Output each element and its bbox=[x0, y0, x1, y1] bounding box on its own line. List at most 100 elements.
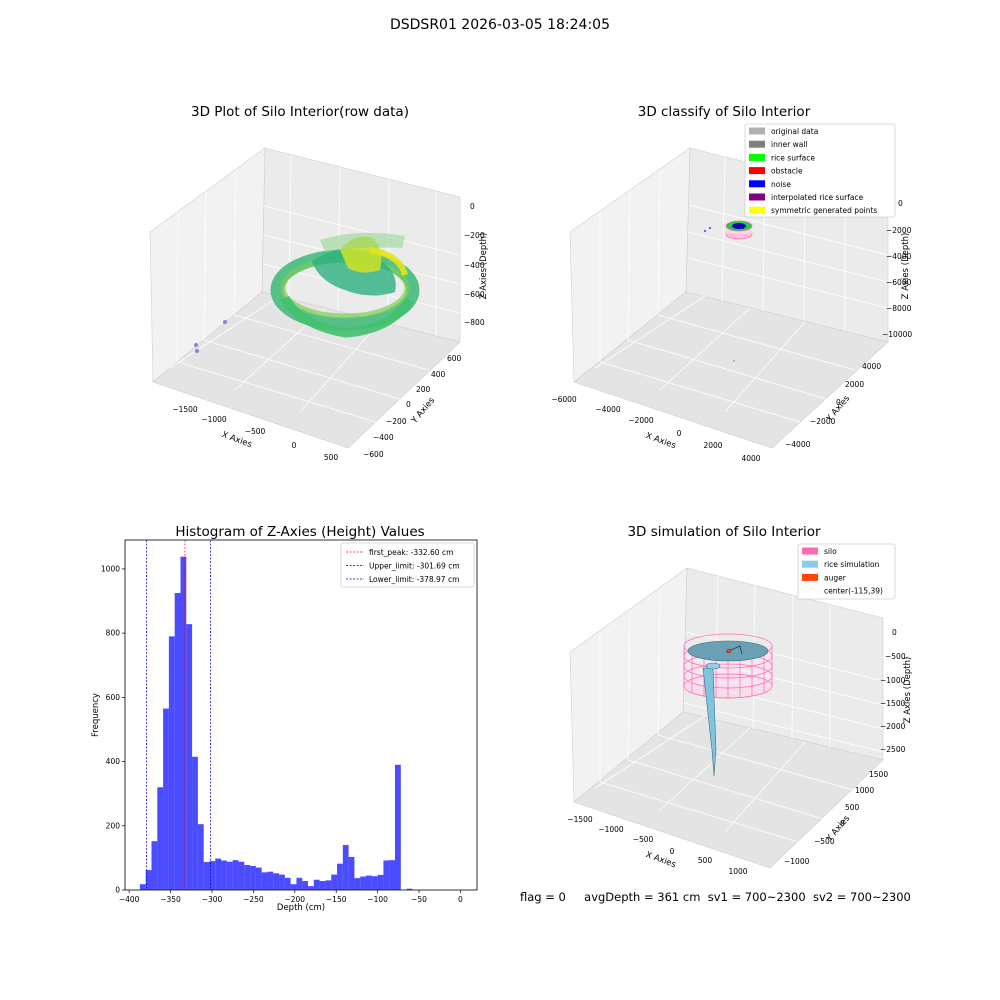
histogram-bar bbox=[180, 556, 187, 890]
simulation-ytick: 1500 bbox=[869, 770, 888, 779]
legend-swatch bbox=[749, 153, 765, 161]
legend-label: obstacle bbox=[771, 167, 803, 176]
histogram-xtick-label: −50 bbox=[411, 895, 427, 904]
histogram-xtick-label: −400 bbox=[119, 895, 140, 904]
histogram-ytick-label: 600 bbox=[106, 693, 121, 702]
legend-label: inner wall bbox=[771, 140, 808, 149]
classify-ztick: −2000 bbox=[886, 226, 912, 235]
simulation-ytick: −1000 bbox=[784, 857, 810, 866]
simulation-ytick: 0 bbox=[840, 819, 845, 828]
simulation-ztick: −2500 bbox=[880, 745, 906, 754]
raw-ytick: −200 bbox=[386, 417, 407, 426]
legend-label: silo bbox=[824, 547, 837, 556]
histogram-bar bbox=[348, 856, 355, 890]
histogram-ytick-label: 200 bbox=[106, 821, 121, 830]
legend-label: interpolated rice surface bbox=[771, 193, 864, 202]
histogram-legend: first_peak: -332.60 cm Upper_limit: -301.… bbox=[340, 542, 475, 588]
histogram-bar bbox=[157, 787, 164, 890]
legend-label: rice simulation bbox=[824, 560, 880, 569]
histogram-bar bbox=[261, 872, 268, 890]
histogram-bar bbox=[325, 880, 332, 890]
classify-ztick: −10000 bbox=[882, 330, 912, 339]
raw-ytick: 400 bbox=[431, 370, 446, 379]
histogram-bar bbox=[360, 876, 367, 890]
histogram-bar bbox=[186, 624, 193, 890]
legend-label: original data bbox=[771, 127, 818, 136]
classify-xtick: −4000 bbox=[595, 405, 621, 414]
histogram-bar bbox=[296, 877, 303, 890]
simulation-xtick: −1000 bbox=[598, 825, 624, 834]
histogram-legend-label: first_peak: -332.60 cm bbox=[369, 548, 453, 557]
histogram-bar bbox=[192, 756, 198, 890]
classify-xtick: 2000 bbox=[703, 441, 722, 450]
simulation-ztick: −1500 bbox=[880, 699, 906, 708]
histogram-bar bbox=[383, 860, 390, 890]
histogram-bar bbox=[250, 865, 256, 890]
simulation-ztick: −2000 bbox=[880, 722, 906, 731]
histogram-chart: −400 −350 −300 −250 −200 −150 −100 −50 0 0 200 400… bbox=[91, 539, 478, 913]
histogram-xtick-label: −100 bbox=[367, 895, 388, 904]
legend-label: symmetric generated points bbox=[771, 206, 877, 215]
histogram-bar bbox=[255, 867, 262, 890]
histogram-bar bbox=[174, 592, 181, 890]
histogram-bar bbox=[221, 860, 227, 890]
simulation-xtick: 500 bbox=[698, 856, 713, 865]
simulation-legend: silo rice simulation auger center(-115,39) bbox=[797, 543, 896, 600]
classify-ztick: 0 bbox=[898, 199, 903, 208]
histogram-bar bbox=[284, 877, 291, 890]
histogram-bar bbox=[389, 860, 396, 890]
simulation-rice-surface bbox=[687, 640, 769, 777]
raw-point-cloud bbox=[194, 232, 420, 353]
classify-xtick: 0 bbox=[677, 429, 682, 438]
legend-swatch bbox=[749, 167, 765, 175]
classify-ytick: 2000 bbox=[845, 380, 864, 389]
histogram-bar bbox=[145, 870, 152, 890]
simulation-ytick: −500 bbox=[814, 837, 835, 846]
histogram-bar bbox=[331, 874, 338, 890]
histogram-xtick-label: −350 bbox=[160, 895, 181, 904]
raw-plot-title: 3D Plot of Silo Interior(row data) bbox=[191, 104, 409, 120]
classify-plot-title: 3D classify of Silo Interior bbox=[637, 104, 811, 120]
classify-zlabel: Z Axies (Depth) bbox=[901, 233, 911, 300]
figure-title: DSDSR01 2026-03-05 18:24:05 bbox=[389, 17, 610, 33]
classify-ztick: −8000 bbox=[886, 304, 912, 313]
simulation-ztick: 0 bbox=[892, 628, 897, 637]
histogram-bar bbox=[215, 858, 222, 890]
histogram-bar bbox=[354, 878, 361, 890]
classify-ztick: −6000 bbox=[886, 278, 912, 287]
sv1-text: sv1 = 700~2300 bbox=[707, 890, 806, 904]
raw-ytick: 600 bbox=[447, 354, 462, 363]
raw-xtick: −500 bbox=[245, 427, 266, 436]
histogram-ylabel: Frequency bbox=[91, 693, 101, 737]
classify-ytick: −4000 bbox=[785, 440, 811, 449]
histogram-bar bbox=[371, 876, 378, 890]
classify-ztick: −4000 bbox=[886, 252, 912, 261]
simulation-ytick: 500 bbox=[845, 803, 860, 812]
raw-ylabel: Y Axies bbox=[409, 395, 437, 426]
classify-silo-glyph bbox=[704, 220, 753, 362]
histogram-bar bbox=[302, 881, 309, 890]
legend-label: center(-115,39) bbox=[824, 587, 883, 596]
raw-ztick: −200 bbox=[464, 231, 485, 240]
histogram-bar bbox=[279, 874, 285, 890]
classify-xtick: −2000 bbox=[628, 416, 654, 425]
raw-3d-plot: −1500 −1000 −500 0 500 X Axies −600 −400… bbox=[149, 147, 489, 462]
histogram-ytick-label: 1000 bbox=[101, 564, 120, 573]
classify-3d-plot: −6000 −4000 −2000 0 2000 4000 X Axies −4… bbox=[551, 123, 912, 463]
legend-swatch bbox=[802, 573, 818, 581]
raw-ztick: −400 bbox=[464, 261, 485, 270]
histogram-bar bbox=[290, 884, 297, 890]
histogram-bar bbox=[209, 861, 216, 890]
histogram-xtick-label: −300 bbox=[202, 895, 223, 904]
classify-floor-pane bbox=[573, 291, 889, 449]
raw-ztick: −800 bbox=[464, 318, 485, 327]
histogram-bar bbox=[377, 874, 384, 890]
sv2-text: sv2 = 700~2300 bbox=[812, 890, 911, 904]
legend-swatch bbox=[749, 127, 765, 135]
histogram-bar bbox=[197, 824, 204, 890]
histogram-bar bbox=[163, 708, 169, 890]
legend-swatch bbox=[749, 193, 765, 201]
histogram-bar bbox=[366, 875, 372, 890]
histogram-bar bbox=[151, 841, 158, 890]
histogram-legend-label: Lower_limit: -378.97 cm bbox=[369, 575, 459, 584]
